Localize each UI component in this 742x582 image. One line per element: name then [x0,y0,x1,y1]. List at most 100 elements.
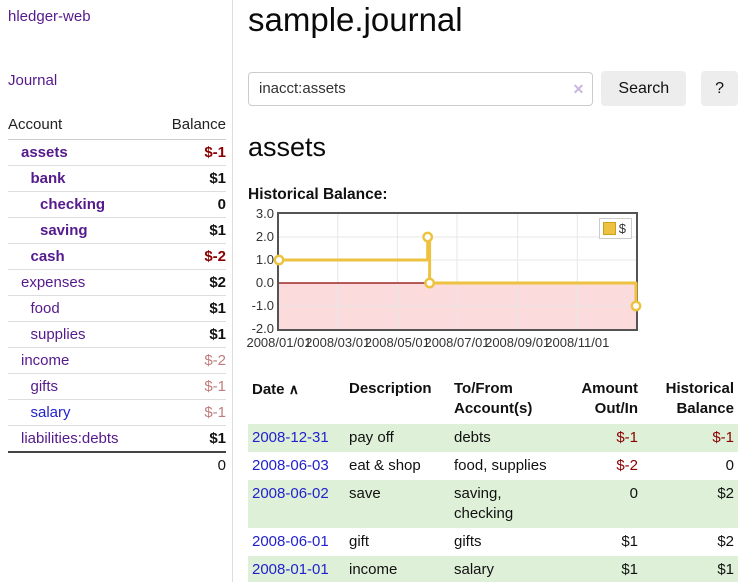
sidebar-account-link[interactable]: income [21,352,70,369]
sidebar-account-link[interactable]: food [30,300,60,317]
register-row: 2008-12-31 pay off debts $-1 $-1 [248,424,738,452]
sidebar-account-link[interactable]: assets [21,144,68,161]
col-header-amount: Amount Out/In [581,380,638,417]
transaction-accounts: salary [454,561,495,578]
search-box: ✕ [248,71,594,106]
transaction-amount: $-1 [616,429,638,446]
transaction-description: save [349,485,381,502]
register-row: 2008-01-01 income salary $1 $1 [248,556,738,582]
sort-ascending-icon: ∧ [288,381,299,397]
transaction-balance: $-1 [712,429,734,446]
accounts-header-balance: Balance [154,112,226,140]
sidebar-account-balance: $-1 [154,373,226,400]
col-header-balance: Historical Balance [665,380,734,417]
y-axis-tick-label: 0.0 [255,275,274,290]
y-axis-tick-label: 3.0 [255,206,274,221]
transaction-balance: $2 [717,485,734,502]
main-content: sample.journal ✕ Search ? assets Histori… [246,0,738,582]
sidebar-account-link[interactable]: checking [40,196,106,213]
transaction-amount: $1 [621,533,638,550]
transaction-date-cell: 2008-12-31 [248,424,345,452]
sidebar-account-link[interactable]: salary [30,404,71,421]
transaction-balance: $2 [717,533,734,550]
transaction-amount: $1 [621,561,638,578]
search-button[interactable]: Search [601,71,687,106]
clear-search-icon[interactable]: ✕ [572,80,585,97]
account-row: assets $-1 [8,139,226,166]
transaction-accounts: food, supplies [454,457,547,474]
accounts-total-row: 0 [8,451,226,478]
sidebar-account-balance: $-1 [154,139,226,166]
transaction-description: gift [349,533,370,550]
chart-title: Historical Balance: [248,186,388,203]
account-row: income $-2 [8,347,226,374]
transaction-description: pay off [349,429,394,446]
transaction-description: eat & shop [349,457,421,474]
x-axis-tick-label: 2008/05/01 [364,335,430,350]
transaction-date-link[interactable]: 2008-06-01 [252,533,329,550]
chart-legend: $ [598,218,632,239]
transaction-date-link[interactable]: 2008-06-02 [252,485,329,502]
sidebar-account-link[interactable]: gifts [30,378,59,395]
x-axis-tick-label: 2008/01/01 [246,335,312,350]
sidebar-account-balance: $-2 [154,243,226,270]
account-row: food $1 [8,295,226,322]
sidebar-account-balance: $1 [154,321,226,348]
transaction-date-cell: 2008-06-02 [248,480,345,528]
register-row: 2008-06-01 gift gifts $1 $2 [248,528,738,556]
balance-chart: $ 3.0 2.0 1.0 0.0 -1.0 -2.0 2008/01/01 2008/03/… [246,206,738,355]
sidebar-account-balance: $-2 [154,347,226,374]
sidebar-account-link[interactable]: cash [30,248,65,265]
legend-label: $ [618,221,626,236]
account-row: expenses $2 [8,269,226,296]
legend-swatch-icon [602,222,616,235]
balance-chart-svg [273,214,642,329]
transaction-accounts: debts [454,429,491,446]
help-button[interactable]: ? [701,71,738,106]
accounts-table: Account Balance assets $-1 bank $1 checking 0… [8,112,226,478]
x-axis-tick-label: 2008/03/01 [305,335,371,350]
register-table: Date ∧ Description To/From Account(s) Am… [248,376,738,582]
sidebar-account-link[interactable]: supplies [30,326,86,343]
transaction-description: income [349,561,398,578]
y-axis-tick-label: -1.0 [251,298,274,313]
account-row: supplies $1 [8,321,226,348]
x-axis-tick-label: 2008/07/01 [424,335,490,350]
page-title: sample.journal [248,1,463,38]
account-row: saving $1 [8,217,226,244]
app-title-link[interactable]: hledger-web [8,8,91,25]
transaction-balance: $1 [717,561,734,578]
col-header-description: Description [349,380,432,397]
accounts-header-account: Account [8,112,155,140]
y-axis-tick-label: -2.0 [251,321,274,336]
account-row: gifts $-1 [8,373,226,400]
sidebar-account-balance: $-1 [154,399,226,426]
x-axis-tick-label: 2008/11/01 [545,335,610,350]
transaction-date-link[interactable]: 2008-01-01 [252,561,329,578]
transaction-balance: 0 [725,457,734,474]
sidebar-account-link[interactable]: liabilities:debts [21,430,119,447]
sidebar-account-balance: $1 [154,165,226,192]
search-input[interactable] [248,71,594,106]
transaction-date-link[interactable]: 2008-06-03 [252,457,329,474]
chart-plot-area[interactable]: $ [273,212,642,331]
register-row: 2008-06-02 save saving, checking 0 $2 [248,480,738,528]
sidebar-account-balance: $1 [154,425,226,452]
sidebar-account-link[interactable]: expenses [21,274,86,291]
sidebar-account-link[interactable]: bank [30,170,66,187]
col-header-date[interactable]: Date ∧ [248,376,345,424]
sidebar-account-balance: $2 [154,269,226,296]
col-header-account: To/From Account(s) [454,380,533,417]
search-form: ✕ Search ? [248,71,738,106]
transaction-date-cell: 2008-06-01 [248,528,345,556]
sidebar-account-link[interactable]: saving [40,222,88,239]
sidebar: hledger-web Journal Account Balance asse… [0,0,233,582]
transaction-date-link[interactable]: 2008-12-31 [252,429,329,446]
account-row: checking 0 [8,191,226,218]
journal-link[interactable]: Journal [8,72,58,89]
register-row: 2008-06-03 eat & shop food, supplies $-2 0 [248,452,738,480]
transaction-date-cell: 2008-01-01 [248,556,345,582]
sidebar-account-balance: $1 [154,217,226,244]
transaction-amount: $-2 [616,457,638,474]
